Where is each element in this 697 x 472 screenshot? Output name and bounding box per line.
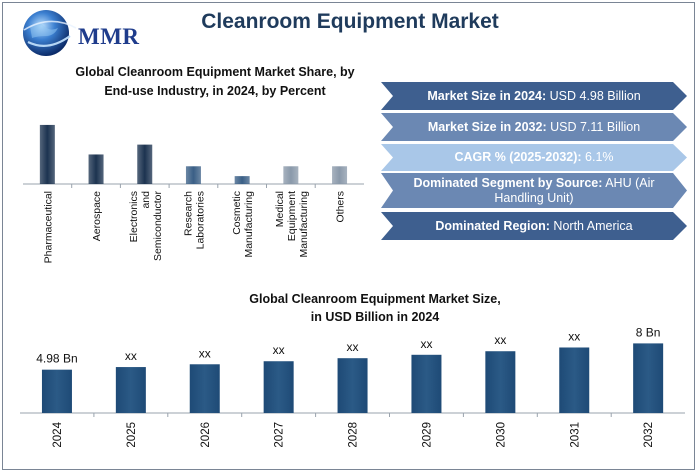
info-banner: Market Size in 2032: USD 7.11 Billion <box>381 113 687 141</box>
globe-icon <box>23 10 77 56</box>
banner-shape <box>381 144 687 171</box>
size-chart-title-line1: Global Cleanroom Equipment Market Size, <box>249 292 501 306</box>
info-banner: Market Size in 2024: USD 4.98 Billion <box>381 82 687 110</box>
banner-label: Dominated Segment by Source: <box>413 175 603 190</box>
banner-text: Dominated Segment by Source: AHU (Air Ha… <box>395 173 673 208</box>
banner-content: Dominated Region: North America <box>435 219 632 234</box>
banner-text: Dominated Region: North America <box>395 212 673 240</box>
banner-label: CAGR % (2025-2032): <box>454 150 582 164</box>
banner-content: CAGR % (2025-2032): 6.1% <box>454 150 613 165</box>
page-title: Cleanroom Equipment Market <box>201 10 499 33</box>
banner-arrow-shape <box>381 144 687 171</box>
size-chart-title: Global Cleanroom Equipment Market Size, … <box>180 290 570 326</box>
banner-shape <box>381 173 687 208</box>
banner-text: Market Size in 2024: USD 4.98 Billion <box>395 82 673 110</box>
banner-label: Market Size in 2024: <box>427 88 547 103</box>
banner-shape <box>381 212 687 240</box>
banner-arrow-shape <box>381 212 687 240</box>
banner-value: North America <box>549 218 633 233</box>
banner-arrow-shape <box>381 113 687 141</box>
banner-text: Market Size in 2032: USD 7.11 Billion <box>395 113 673 141</box>
logo-text: MMR <box>78 24 140 49</box>
banner-shape <box>381 113 687 141</box>
banner-text: CAGR % (2025-2032): 6.1% <box>395 144 673 171</box>
share-chart-title: Global Cleanroom Equipment Market Share,… <box>75 65 355 98</box>
banner-content: Dominated Segment by Source: AHU (Air Ha… <box>395 176 673 206</box>
banner-value: 6.1% <box>581 150 614 164</box>
banner-content: Market Size in 2024: USD 4.98 Billion <box>427 89 640 104</box>
banner-arrow-shape <box>381 173 687 208</box>
info-banner: Dominated Segment by Source: AHU (Air Ha… <box>381 173 687 208</box>
banner-label: Market Size in 2032: <box>427 119 547 134</box>
banner-shape <box>381 82 687 110</box>
info-banner: CAGR % (2025-2032): 6.1% <box>381 144 687 171</box>
info-banner: Dominated Region: North America <box>381 212 687 240</box>
banner-value: USD 7.11 Billion <box>546 119 641 134</box>
mmr-logo <box>10 6 150 58</box>
banner-content: Market Size in 2032: USD 7.11 Billion <box>428 120 640 135</box>
banner-value: AHU (Air Handling Unit) <box>494 175 655 205</box>
banner-label: Dominated Region: <box>435 218 550 233</box>
banner-value: USD 4.98 Billion <box>546 88 641 103</box>
size-chart-title-line2: in USD Billion in 2024 <box>310 310 440 324</box>
banner-arrow-shape <box>381 82 687 110</box>
